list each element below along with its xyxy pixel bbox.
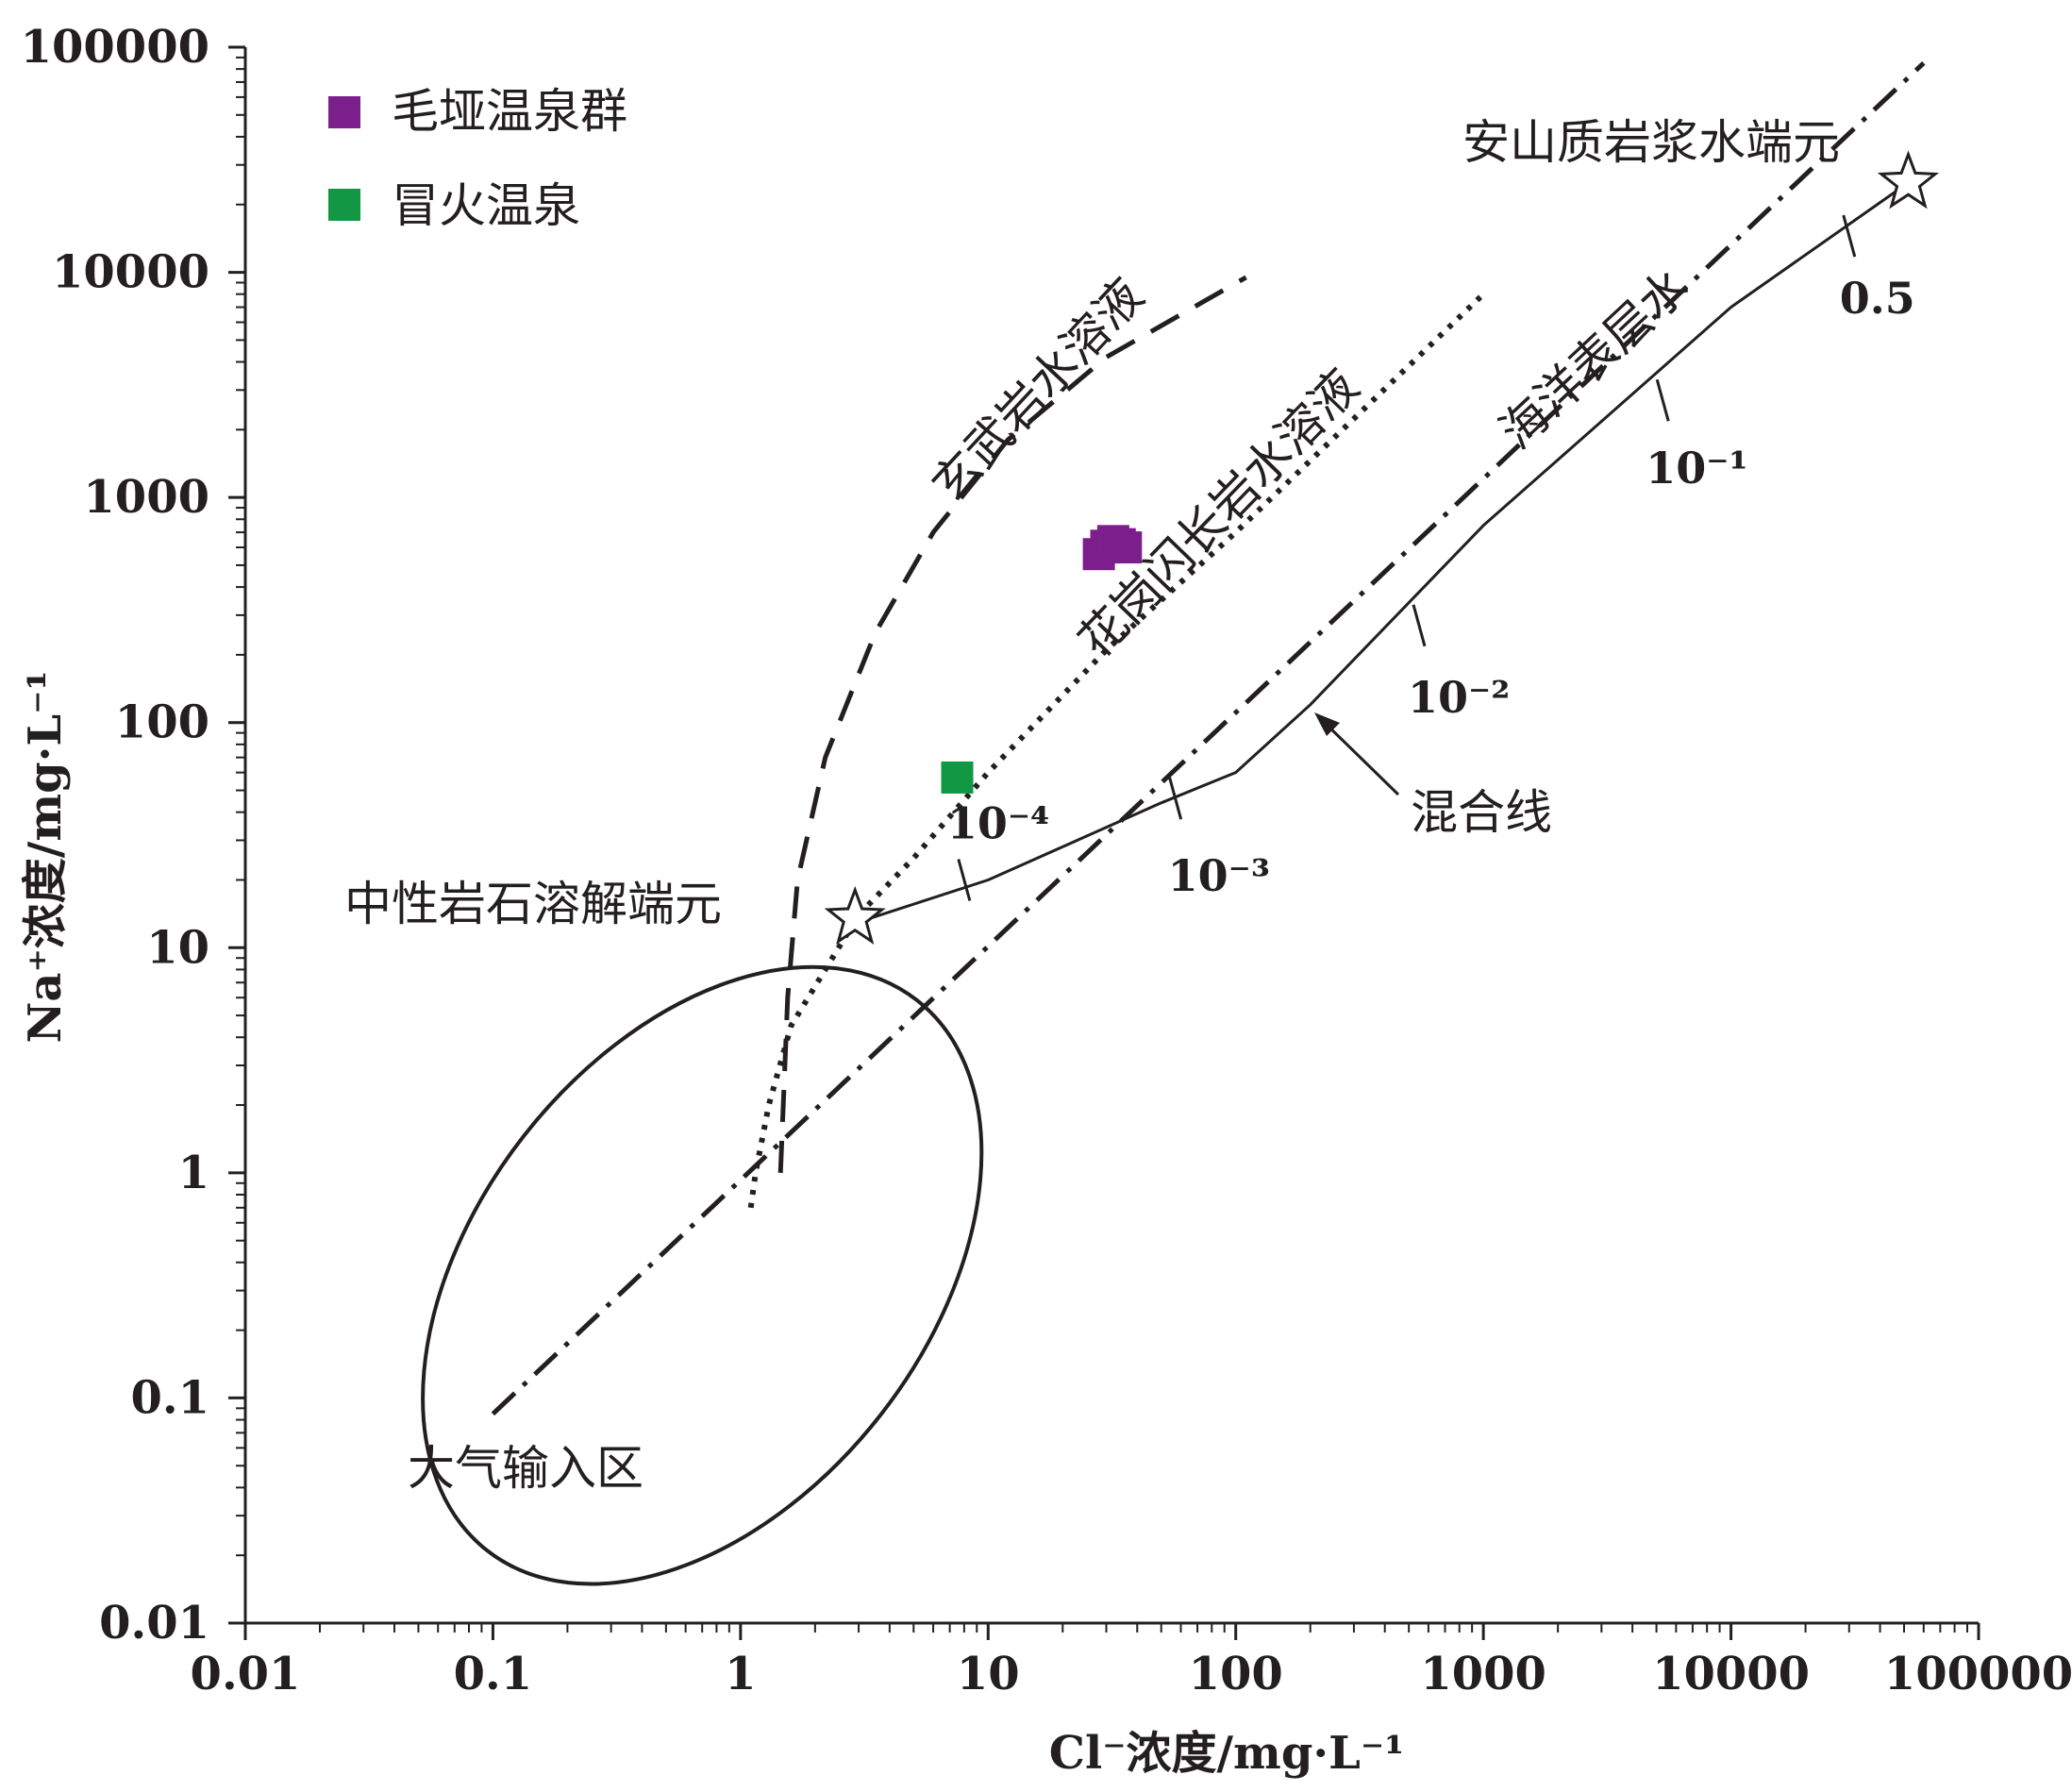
granodiorite-solution-label: 花岗闪长岩水溶液: [1068, 359, 1370, 668]
andesitic-magma-endmember-star: [1877, 150, 1940, 209]
y-tick-label: 1: [178, 1147, 209, 1199]
mixing-fraction-tick: [1842, 214, 1857, 258]
legend-marker-maoya: [328, 96, 360, 128]
neutral-rock-endmember-star: [824, 885, 886, 945]
y-tick-label: 100: [115, 696, 209, 749]
mixing-line-arrowhead: [1314, 712, 1340, 736]
mixing-fraction-tick: [1168, 777, 1183, 820]
y-tick-label: 1000: [83, 471, 209, 524]
x-tick-label: 0.1: [454, 1648, 533, 1700]
y-axis-title: Na⁺浓度/mg·L⁻¹: [19, 670, 72, 1043]
data-point-maoya: [1110, 531, 1143, 564]
x-tick-label: 100: [1189, 1648, 1283, 1700]
mixing-fraction-label: 10⁻⁴: [947, 797, 1049, 848]
y-tick-label: 10000: [52, 246, 209, 299]
mixing-fraction-tick: [1655, 378, 1670, 422]
y-tick-label: 100000: [21, 21, 209, 74]
mixing-fraction-label: 10⁻²: [1408, 672, 1510, 723]
andesitic-magma-endmember-label: 安山质岩浆水端元: [1462, 115, 1840, 170]
mixing-fraction-label: 10⁻¹: [1646, 443, 1747, 494]
mixing-fraction-label: 0.5: [1840, 273, 1915, 324]
mixing-fraction-tick: [957, 859, 972, 901]
mixing-line-label: 混合线: [1411, 785, 1552, 840]
mixing-line-arrow: [1322, 720, 1400, 796]
x-tick-label: 0.01: [191, 1648, 301, 1700]
mixing-fraction-label: 10⁻³: [1168, 850, 1270, 901]
atmospheric-input-label: 大气输入区: [408, 1441, 643, 1496]
x-tick-label: 1000: [1420, 1648, 1546, 1700]
mixing-fraction-tick: [1412, 604, 1427, 647]
y-tick-label: 0.1: [130, 1371, 209, 1424]
data-point-maohuo: [941, 761, 974, 794]
legend-marker-maohuo: [328, 189, 360, 221]
neutral-rock-endmember-label: 中性岩石溶解端元: [344, 877, 722, 931]
x-axis-title: Cl⁻浓度/mg·L⁻¹: [1049, 1727, 1404, 1780]
curve-seawater: [491, 60, 1926, 1416]
legend-label-maohuo: 冒火温泉: [392, 178, 580, 233]
x-tick-label: 100000: [1884, 1648, 2072, 1700]
legend-label-maoya: 毛垭温泉群: [392, 84, 627, 139]
x-tick-label: 10: [957, 1648, 1020, 1700]
y-tick-label: 10: [146, 921, 209, 974]
curve-basalt: [777, 275, 1247, 1174]
curve-granodiorite: [747, 292, 1486, 1209]
atmospheric-input-ellipse: [421, 964, 984, 1586]
y-tick-label: 0.01: [99, 1597, 209, 1650]
curve-mixing: [858, 181, 1910, 924]
x-tick-label: 1: [725, 1648, 756, 1700]
basalt-solution-label: 玄武岩水溶液: [921, 268, 1154, 512]
x-tick-label: 10000: [1652, 1648, 1810, 1700]
